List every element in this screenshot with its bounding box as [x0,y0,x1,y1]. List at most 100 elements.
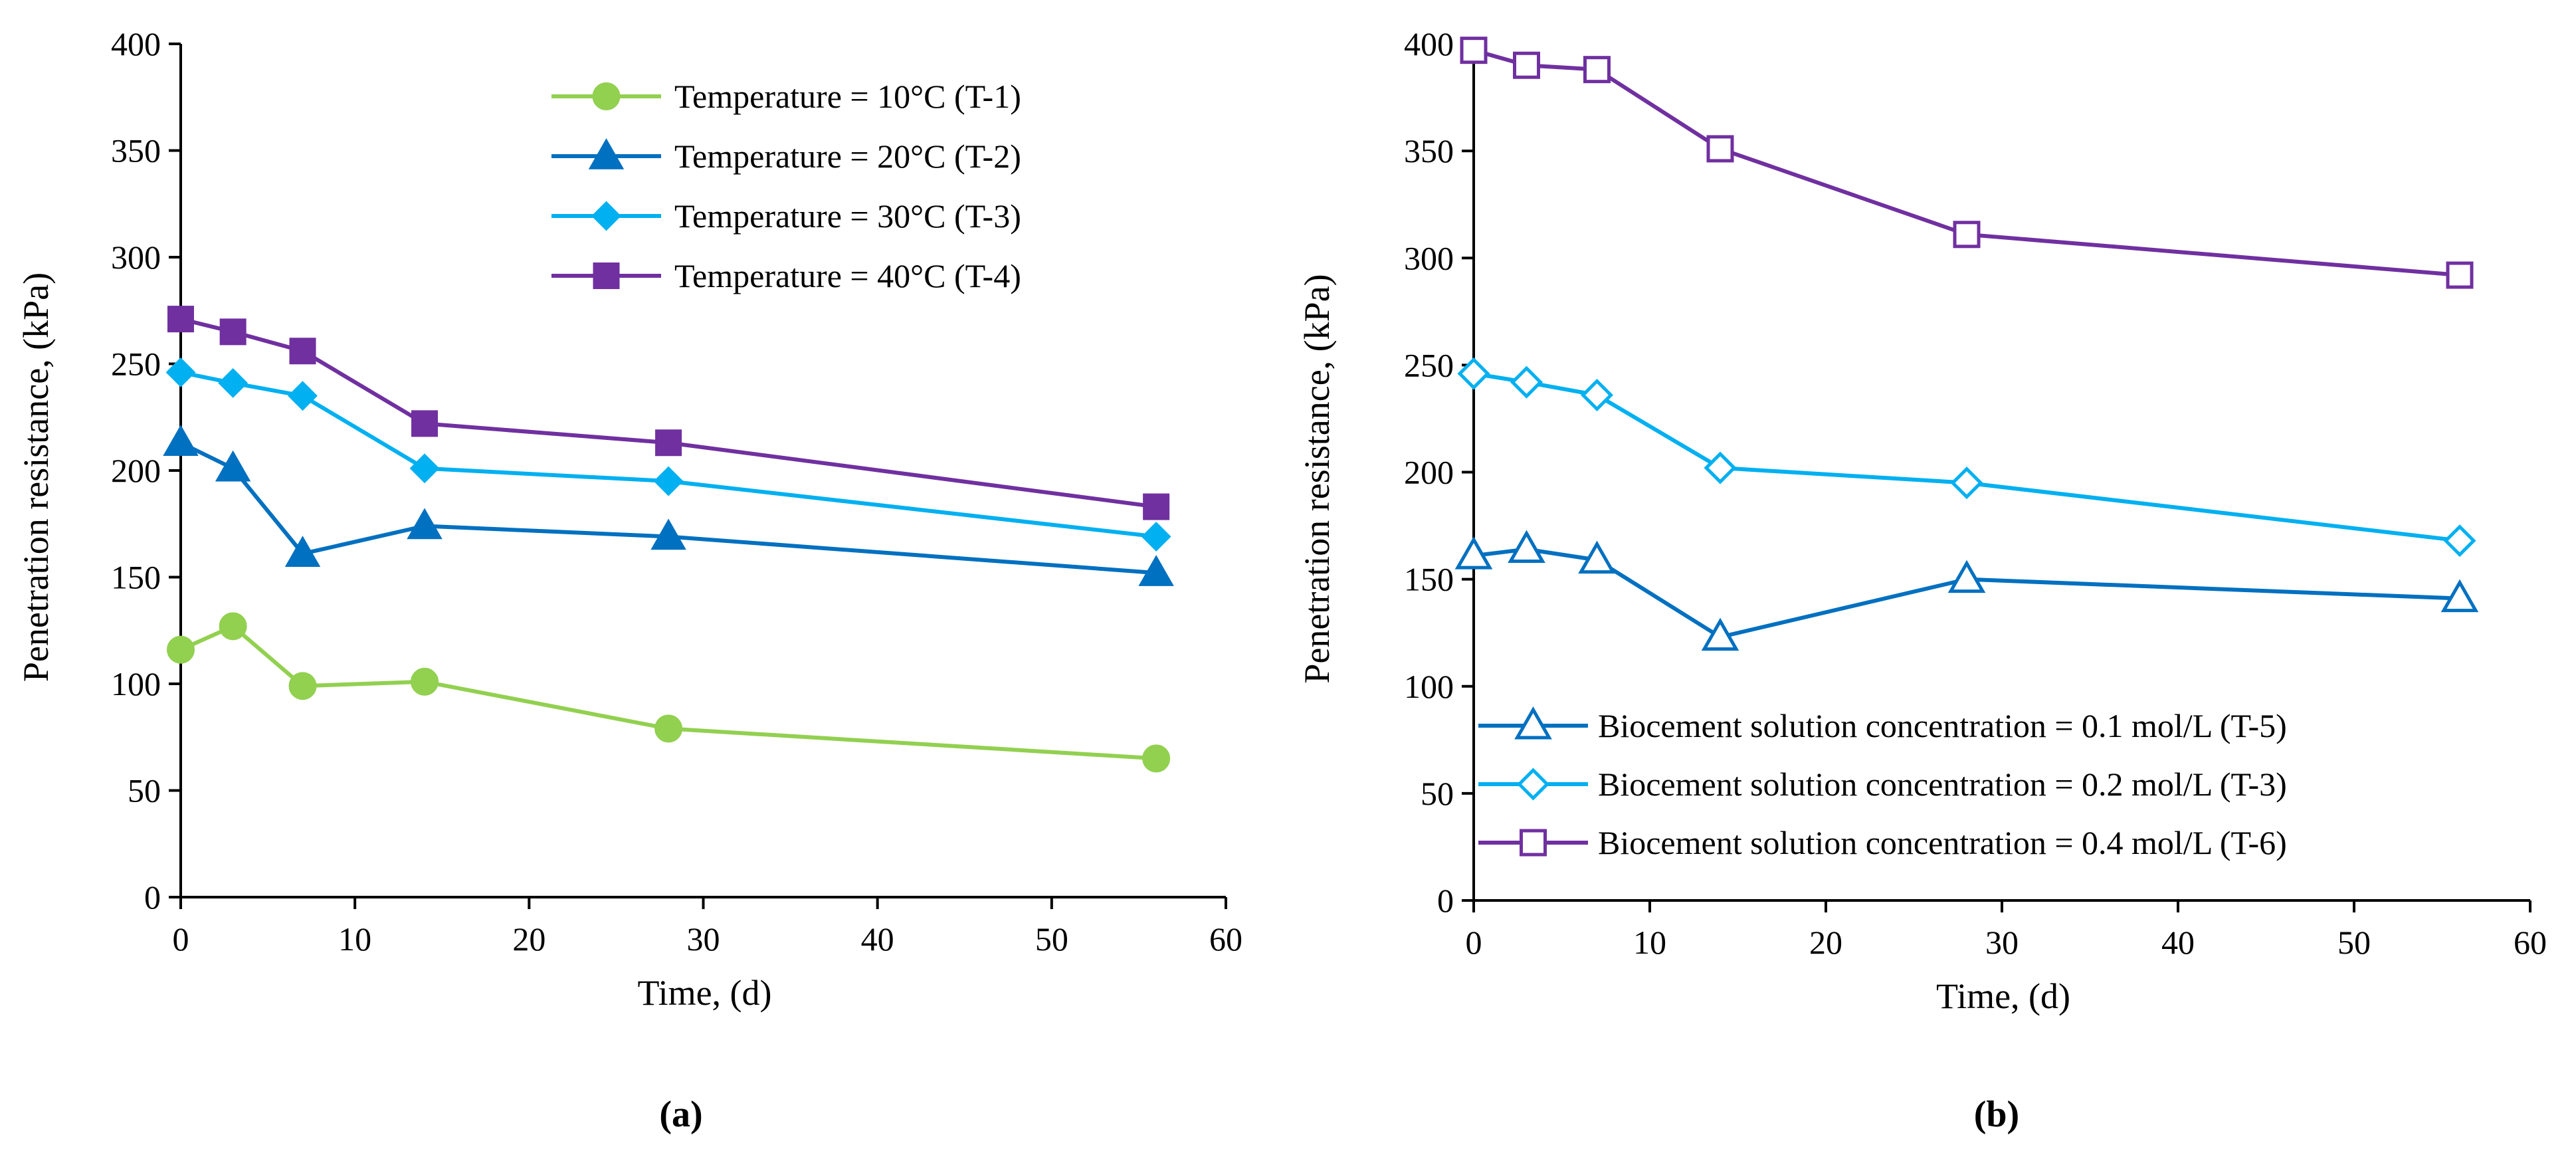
y-tick-label: 350 [1404,132,1454,169]
legend-entry: Biocement solution concentration = 0.1 m… [1478,706,2287,744]
data-point [1141,522,1171,552]
legend-entry: Biocement solution concentration = 0.2 m… [1478,766,2287,803]
x-tick-label: 20 [1809,924,1842,961]
data-point [1510,366,1543,399]
legend-label: Temperature = 40°C (T-4) [674,257,1021,294]
data-point [289,338,316,365]
x-tick-label: 40 [2161,924,2195,961]
legend: Temperature = 10°C (T-1) Temperature = 20… [551,78,1021,294]
data-point [1701,617,1739,651]
legend-marker [591,201,621,231]
legend-label: Biocement solution concentration = 0.4 m… [1598,824,2287,861]
data-point [1950,467,1983,500]
data-point [219,612,247,641]
y-tick-label: 0 [1437,882,1454,919]
data-point [1142,744,1171,773]
y-tick-label: 350 [111,132,161,169]
data-point [1138,555,1174,586]
x-tick-label: 50 [2337,924,2371,961]
legend-label: Biocement solution concentration = 0.2 m… [1598,766,2287,803]
data-point [1706,135,1734,163]
legend-marker [1514,706,1552,740]
series-2 [1457,357,2476,558]
y-tick-label: 250 [1404,346,1454,383]
data-point [407,508,443,540]
x-tick-label: 20 [512,920,545,958]
y-tick-label: 100 [1404,668,1454,705]
y-tick-label: 200 [1404,454,1454,491]
data-point [2446,261,2474,289]
y-axis-label: Penetration resistance, (kPa) [1297,274,1337,683]
legend: Biocement solution concentration = 0.1 m… [1478,706,2287,861]
legend-entry: Temperature = 40°C (T-4) [551,257,1021,294]
series-1 [1454,530,2479,651]
data-point [2440,579,2479,613]
y-tick-label: 250 [111,346,161,383]
data-point [653,466,684,496]
data-point [288,381,318,411]
panel-label: (a) [659,1094,702,1135]
data-point [411,667,439,696]
data-point [1457,357,1490,390]
legend-marker [593,262,620,289]
y-tick-label: 300 [1404,239,1454,276]
x-tick-label: 0 [173,920,189,958]
x-tick-label: 60 [1209,920,1242,958]
data-point [218,367,248,398]
y-tick-label: 150 [1404,561,1454,598]
data-point [165,357,196,387]
x-tick-label: 60 [2514,924,2547,961]
data-point [288,672,317,700]
x-tick-label: 30 [1985,924,2019,961]
data-point [411,410,439,437]
data-point [409,453,440,484]
y-axis-label: Penetration resistance, (kPa) [16,272,56,682]
legend-label: Temperature = 20°C (T-2) [674,138,1021,175]
series-3 [1460,37,2474,289]
data-point [654,714,683,743]
data-point [2443,524,2476,558]
legend-entry: Temperature = 30°C (T-3) [551,197,1021,235]
series-3 [165,357,1171,552]
data-point [219,318,247,346]
legend-entry: Temperature = 20°C (T-2) [551,138,1021,175]
x-tick-label: 10 [338,920,371,958]
legend-label: Temperature = 30°C (T-3) [674,197,1021,235]
x-tick-label: 10 [1633,924,1666,961]
data-point [1513,51,1540,79]
y-tick-label: 100 [111,665,161,702]
y-tick-label: 400 [1404,25,1454,62]
chart-panel-b: 0 50 100 150 200 250 300 350 400 0 10 20 30 40 50 60 Tim… [1297,25,2547,1135]
data-point [167,306,194,333]
y-tick-label: 400 [111,25,161,62]
data-point [163,425,199,457]
x-tick-label: 40 [861,920,894,958]
x-axis-label: Time, (d) [637,973,771,1013]
y-tick-label: 0 [144,879,161,916]
y-tick-label: 50 [128,772,161,809]
data-point [1953,221,1981,249]
series-line [179,441,1157,575]
data-point [215,450,251,482]
data-point [655,429,682,457]
data-point [1143,493,1170,520]
legend-marker [592,82,621,110]
data-point [1947,560,1986,593]
x-axis-label: Time, (d) [1936,976,2070,1016]
legend-marker [1516,768,1550,801]
panel-label: (b) [1974,1094,2019,1135]
x-tick-label: 30 [687,920,720,958]
legend-marker [588,138,625,169]
data-point [167,635,195,664]
legend-marker [1520,829,1547,857]
x-tick-label: 50 [1035,920,1068,958]
data-point [1578,540,1616,574]
series-1 [167,612,1171,773]
legend-label: Biocement solution concentration = 0.1 m… [1598,707,2287,744]
series-2 [163,425,1174,586]
data-point [650,518,686,550]
legend-entry: Biocement solution concentration = 0.4 m… [1478,824,2287,861]
series-4 [167,306,1170,520]
data-point [1704,451,1737,484]
